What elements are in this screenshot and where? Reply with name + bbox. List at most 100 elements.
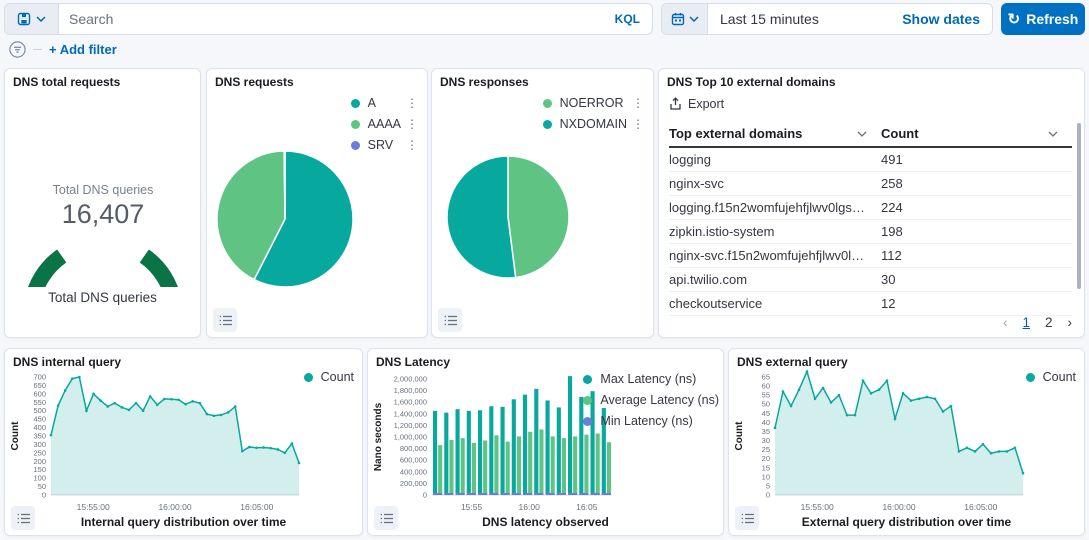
dns-latency-chart[interactable]: 0 200,000 400,000 600,000 800,000 1,000,000 1,…	[372, 371, 620, 513]
legend-toggle-button[interactable]	[11, 506, 35, 530]
domain-cell: nginx-svc	[669, 176, 724, 191]
legend-item[interactable]: Max Latency (ns)	[583, 369, 719, 389]
panel-title: DNS responses	[440, 75, 529, 89]
chevron-down-icon	[36, 16, 46, 22]
svg-text:400: 400	[33, 423, 46, 432]
svg-text:16:05:00: 16:05:00	[240, 502, 273, 512]
legend-item[interactable]: NXDOMAIN ⋮	[542, 114, 645, 134]
legend-menu-icon[interactable]: ⋮	[406, 138, 418, 152]
legend-item[interactable]: SRV ⋮	[350, 135, 419, 155]
legend-dot-icon	[350, 119, 360, 129]
legend-menu-icon[interactable]: ⋮	[406, 96, 418, 110]
legend-item[interactable]: NOERROR ⋮	[542, 93, 645, 113]
legend-menu-icon[interactable]: ⋮	[406, 117, 418, 131]
panel-title: DNS external query	[737, 355, 848, 369]
legend-item[interactable]: AAAA ⋮	[350, 114, 419, 134]
export-button[interactable]: Export	[669, 97, 724, 111]
legend-menu-icon[interactable]: ⋮	[632, 96, 644, 110]
legend-item[interactable]: Min Latency (ns)	[583, 411, 719, 431]
svg-text:100: 100	[33, 474, 46, 483]
legend-dot-icon	[542, 98, 552, 108]
svg-text:300: 300	[33, 440, 46, 449]
dns-responses-pie[interactable]	[432, 69, 655, 339]
x-axis-title: Internal query distribution over time	[80, 515, 287, 529]
svg-text:15:55:00: 15:55:00	[801, 502, 834, 512]
svg-text:15: 15	[762, 463, 770, 472]
column-label: Count	[881, 126, 919, 141]
legend-item[interactable]: Average Latency (ns)	[583, 390, 719, 410]
svg-text:600: 600	[33, 389, 46, 398]
kql-badge[interactable]: KQL	[614, 12, 640, 26]
dns-requests-pie[interactable]	[207, 69, 429, 339]
pagination-prev-button[interactable]: ‹	[1002, 315, 1008, 330]
legend-toggle-button[interactable]	[438, 308, 462, 332]
gauge-bottom-label: Total DNS queries	[48, 290, 157, 305]
svg-text:60: 60	[762, 382, 770, 391]
panel-title: DNS requests	[215, 75, 294, 89]
svg-text:1,000,000: 1,000,000	[394, 433, 427, 442]
legend-label: Min Latency (ns)	[600, 414, 693, 428]
panel-dns-external-query: DNS external query 0 5 10 15 20 25 30 35 40 45 50 5…	[728, 348, 1085, 536]
legend-label: Max Latency (ns)	[600, 372, 697, 386]
svg-text:30: 30	[762, 436, 770, 445]
dns-requests-legend: A ⋮ AAAA ⋮ SRV ⋮	[350, 93, 419, 155]
legend-toggle-button[interactable]	[374, 506, 398, 530]
legend-toggle-button[interactable]	[735, 506, 759, 530]
svg-text:1,400,000: 1,400,000	[394, 409, 427, 418]
date-picker: Last 15 minutes Show dates	[661, 3, 993, 35]
table-row[interactable]: checkoutservice 12	[669, 292, 1072, 316]
saved-query-button[interactable]	[5, 4, 59, 34]
table-scrollbar[interactable]	[1077, 123, 1081, 289]
svg-text:600,000: 600,000	[400, 456, 427, 465]
legend-label: SRV	[367, 138, 394, 152]
svg-text:1,600,000: 1,600,000	[394, 398, 427, 407]
search-input[interactable]	[59, 4, 615, 34]
table-row[interactable]: nginx-svc.f15n2womfujehfjlwv0lgs3no... 11…	[669, 244, 1072, 268]
date-quick-select-button[interactable]	[662, 4, 708, 34]
legend-item[interactable]: A ⋮	[350, 93, 419, 113]
svg-text:150: 150	[33, 465, 46, 474]
legend-item[interactable]: Count	[303, 367, 354, 387]
internal-query-chart[interactable]: 0501001502002503003504004505005506006507…	[9, 369, 309, 513]
dns-latency-legend: Max Latency (ns) Average Latency (ns) Min …	[583, 369, 719, 431]
table-row[interactable]: nginx-svc 258	[669, 172, 1072, 196]
pagination-page-button[interactable]: 2	[1044, 315, 1053, 330]
refresh-button[interactable]: ↻ Refresh	[1001, 3, 1085, 35]
legend-menu-icon[interactable]: ⋮	[632, 117, 644, 131]
legend-item[interactable]: Count	[1025, 367, 1076, 387]
calendar-icon	[671, 13, 684, 26]
table-row[interactable]: zipkin.istio-system 198	[669, 220, 1072, 244]
export-label: Export	[688, 97, 725, 111]
list-icon	[444, 315, 457, 325]
pagination-next-button[interactable]: ›	[1067, 315, 1073, 330]
svg-text:15:55: 15:55	[461, 502, 483, 512]
svg-text:Count: Count	[734, 421, 745, 451]
svg-text:16,407: 16,407	[62, 199, 145, 229]
column-header-domains[interactable]: Top external domains	[669, 121, 881, 146]
time-range-label[interactable]: Last 15 minutes	[720, 11, 819, 27]
svg-text:200: 200	[33, 457, 46, 466]
svg-text:20: 20	[762, 454, 770, 463]
column-header-count[interactable]: Count	[881, 121, 1072, 146]
svg-text:0: 0	[766, 491, 770, 500]
table-row[interactable]: api.twilio.com 30	[669, 268, 1072, 292]
table-pagination: ‹ 1 2 ›	[1003, 315, 1072, 330]
svg-text:250: 250	[33, 448, 46, 457]
panel-title: DNS internal query	[13, 355, 122, 369]
table-row[interactable]: logging.f15n2womfujehfjlwv0lgs3nog.... 22…	[669, 196, 1072, 220]
table-row[interactable]: logging 491	[669, 148, 1072, 172]
svg-text:350: 350	[33, 432, 46, 441]
pagination-page-button[interactable]: 1	[1022, 315, 1030, 330]
svg-text:Count: Count	[10, 421, 21, 451]
legend-label: Count	[320, 370, 354, 384]
list-icon	[17, 513, 30, 523]
svg-text:Total DNS queries: Total DNS queries	[53, 183, 154, 197]
legend-dot-icon	[583, 395, 593, 405]
filter-funnel-icon[interactable]	[9, 40, 26, 58]
panel-top-external-domains: DNS Top 10 external domains Export Top e…	[658, 68, 1085, 338]
svg-text:1,200,000: 1,200,000	[394, 421, 427, 430]
show-dates-button[interactable]: Show dates	[902, 11, 980, 27]
add-filter-button[interactable]: + Add filter	[49, 41, 117, 57]
legend-toggle-button[interactable]	[213, 308, 237, 332]
